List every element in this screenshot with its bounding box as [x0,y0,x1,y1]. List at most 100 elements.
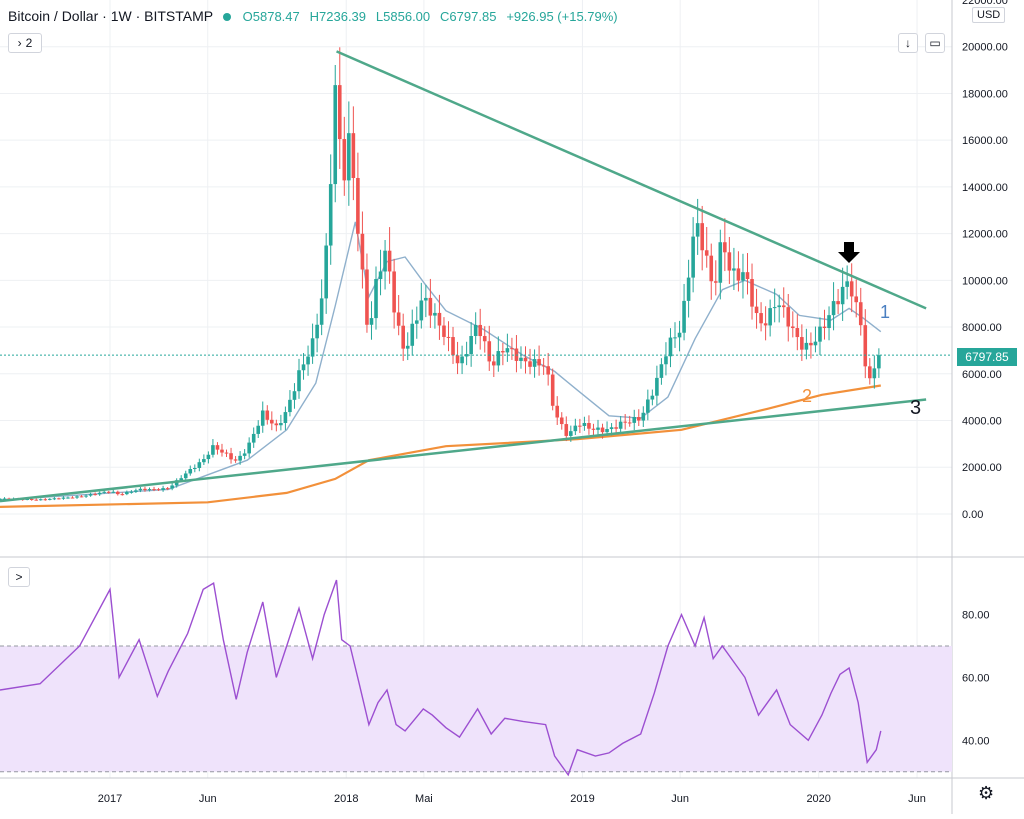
x-tick-label: Jun [671,793,689,805]
candle-body [650,395,655,400]
candle-body [356,177,360,234]
candle-body [165,488,170,490]
candle-body [501,351,505,353]
candle-body [555,405,560,418]
candle-body [84,495,88,497]
candle-body [727,252,732,271]
candle-body [537,359,541,366]
support-trendline [0,398,927,503]
candle-body [342,139,347,181]
candle-body [315,324,319,339]
candle-body [401,325,405,349]
candle-body [478,324,483,337]
candle-body [677,332,682,338]
candle-body [750,279,754,307]
candle-body [306,356,310,365]
candle-body [115,491,120,495]
candle-body [587,422,591,429]
candle-body [197,462,202,468]
ohlc-close: C6797.85 [440,9,497,24]
candle-body [491,361,496,366]
candle-body [270,419,274,424]
rsi-tick-label: 80.00 [962,610,990,622]
x-tick-label: 2017 [98,793,122,805]
candle-body [419,300,424,321]
candle-body [392,271,396,313]
candle-body [700,223,704,251]
candle-body [614,427,618,429]
candle-body [347,133,351,181]
candle-body [582,422,587,426]
y-tick-label: 6000.00 [962,369,1002,381]
symbol-title[interactable]: Bitcoin / Dollar · 1W · BITSTAMP [8,8,213,24]
candle-body [220,449,224,453]
candle-body [38,499,43,501]
settings-gear-icon[interactable]: ⚙ [978,783,995,803]
market-status-dot [222,12,231,21]
candle-body [424,297,428,301]
y-tick-label: 8000.00 [962,322,1002,334]
y-tick-label: 12000.00 [962,229,1008,241]
y-tick-label: 2000.00 [962,462,1002,474]
candle-body [183,473,188,479]
candle-body [433,312,437,316]
candle-body [849,281,854,297]
candle-body [682,300,686,333]
candle-body [120,494,125,496]
candle-body [691,236,695,278]
candle-body [532,359,537,367]
ma-2-orange-line [0,384,881,508]
resistance-trendline [336,50,927,310]
candle-body [365,269,369,325]
candle-body [836,301,840,305]
candle-body [369,318,374,325]
candle-body [809,342,813,346]
candle-body [111,491,116,493]
candle-body [233,459,238,461]
candle-body [301,364,306,371]
candle-body [396,312,401,326]
candle-body [297,370,301,392]
candle-body [704,250,709,256]
candle-body [428,297,433,316]
candle-body [686,277,691,301]
candle-body [79,496,84,498]
candle-body [736,268,741,281]
candle-body [754,306,759,314]
candle-body [505,348,510,353]
candle-body [405,345,410,349]
currency-label[interactable]: USD [972,7,1006,23]
candle-body [868,366,872,379]
candle-body [292,391,297,400]
candle-body [52,498,57,500]
candle-body [179,478,184,481]
fullscreen-icon[interactable]: ▭ [925,33,945,53]
download-icon[interactable]: ↓ [898,33,918,53]
rsi-line [0,579,882,777]
indicators-count: 2 [25,36,33,50]
candle-body [541,365,546,367]
candle-body [623,421,627,423]
candle-body [790,326,795,329]
candle-body [496,351,501,366]
candle-body [632,417,637,423]
candle-body [840,286,845,305]
candle-body [238,455,242,461]
rsi-tick-label: 60.00 [962,672,990,684]
candle-body [854,296,859,303]
rsi-collapse-button[interactable]: > [8,567,30,587]
x-tick-label: Mai [415,793,433,805]
candle-body [800,337,804,350]
candle-body [279,423,283,426]
candle-body [528,361,532,367]
candle-body [310,338,315,357]
candle-body [564,424,569,436]
candle-body [822,326,827,329]
indicators-collapse-button[interactable]: › 2 [8,33,42,53]
x-tick-label: Jun [908,793,926,805]
candle-body [446,336,451,338]
candle-body [646,399,650,413]
candle-body [591,428,596,430]
